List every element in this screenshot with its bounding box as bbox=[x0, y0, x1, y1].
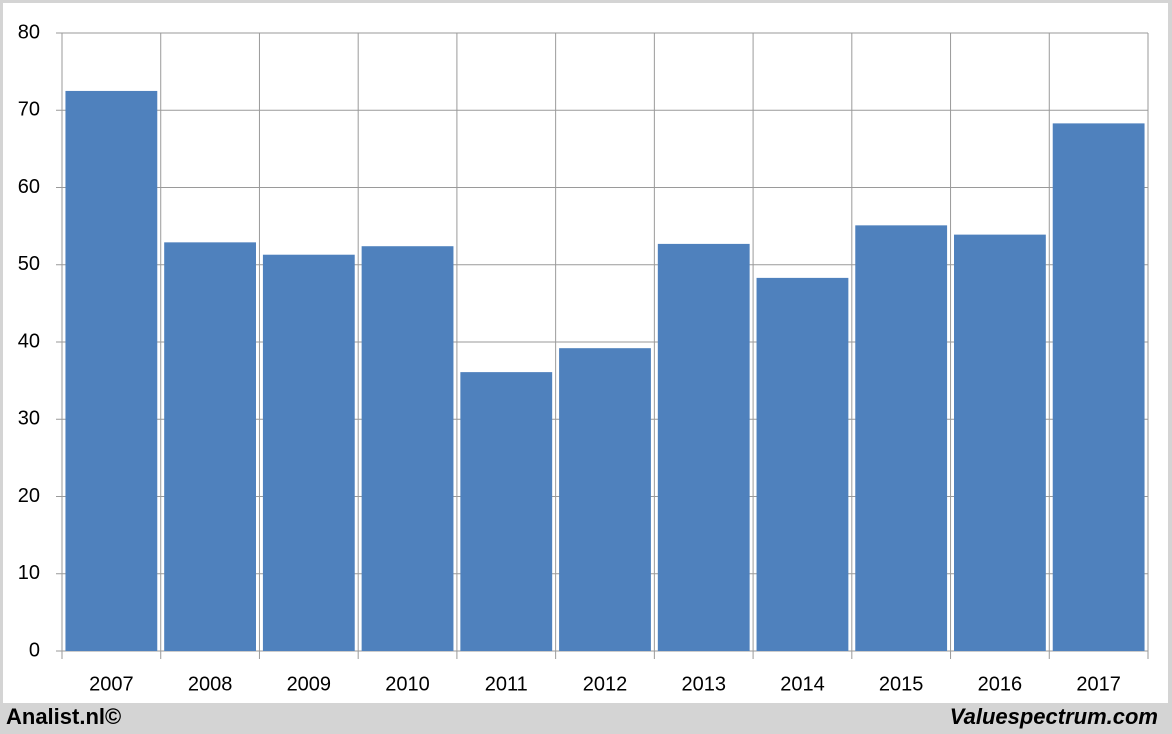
x-tick-label: 2010 bbox=[385, 673, 430, 695]
y-tick-label: 60 bbox=[18, 176, 40, 198]
x-tick-label: 2011 bbox=[485, 673, 528, 695]
x-tick-label: 2016 bbox=[978, 673, 1023, 695]
bar bbox=[855, 225, 948, 652]
y-tick-label: 0 bbox=[29, 639, 40, 661]
y-tick-label: 70 bbox=[18, 99, 40, 121]
bar bbox=[756, 277, 849, 651]
bar bbox=[361, 246, 454, 651]
bar bbox=[559, 348, 651, 651]
bar bbox=[460, 372, 553, 651]
x-tick-label: 2008 bbox=[188, 673, 233, 695]
bar bbox=[657, 243, 750, 651]
bar bbox=[1052, 123, 1145, 651]
footer-right: Valuespectrum.com bbox=[950, 704, 1158, 729]
y-tick-label: 20 bbox=[18, 485, 40, 507]
x-tick-label: 2012 bbox=[583, 673, 628, 695]
y-tick-label: 50 bbox=[18, 253, 40, 275]
y-tick-label: 30 bbox=[18, 408, 40, 430]
footer-left: Analist.nl© bbox=[6, 704, 121, 729]
x-tick-label: 2013 bbox=[681, 673, 726, 695]
y-tick-label: 80 bbox=[18, 21, 40, 43]
bar bbox=[164, 242, 256, 651]
x-tick-label: 2007 bbox=[89, 673, 134, 695]
y-tick-label: 40 bbox=[18, 330, 40, 352]
y-tick-label: 10 bbox=[18, 562, 40, 584]
x-tick-label: 2009 bbox=[287, 673, 332, 695]
x-tick-label: 2017 bbox=[1076, 673, 1121, 695]
bar bbox=[65, 90, 158, 651]
x-tick-label: 2015 bbox=[879, 673, 924, 695]
bar bbox=[262, 254, 355, 651]
x-tick-label: 2014 bbox=[780, 673, 825, 695]
bar bbox=[954, 234, 1046, 651]
